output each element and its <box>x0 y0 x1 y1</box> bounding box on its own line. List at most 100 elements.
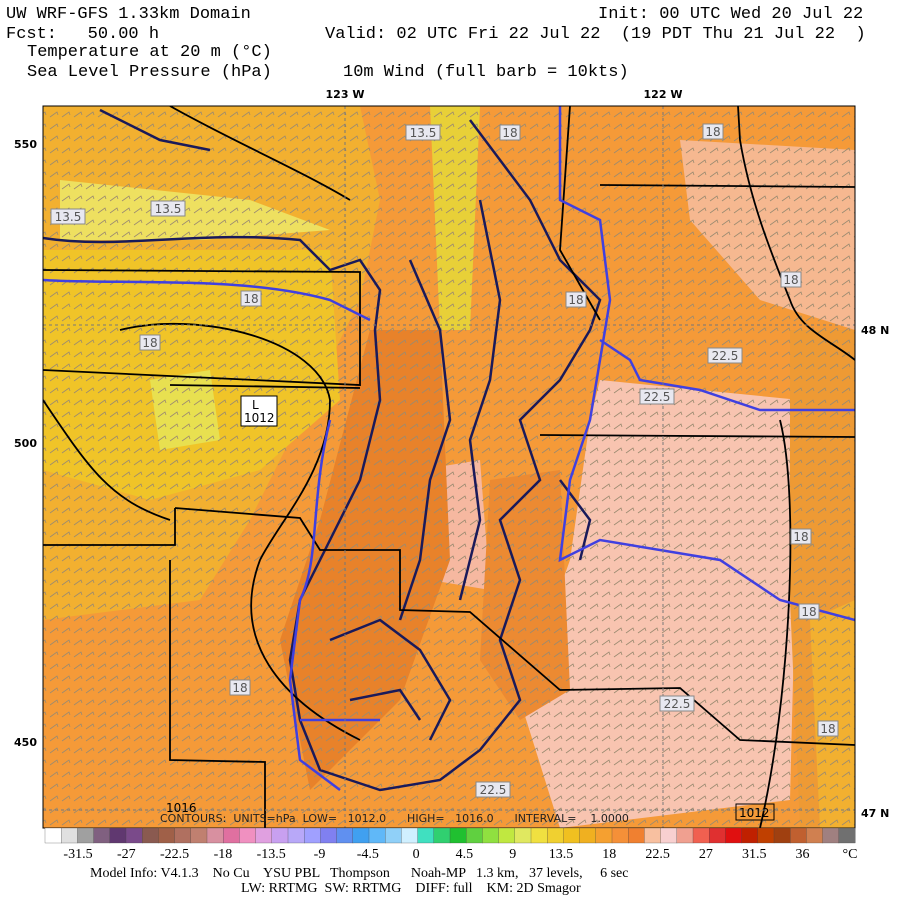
low-box: L 1012 <box>240 395 278 427</box>
grid-label: 450 <box>14 736 37 749</box>
colorbar-swatch <box>449 827 467 844</box>
contour-label-box <box>499 124 521 141</box>
contour-label: 22.5 <box>712 349 739 363</box>
contour-label: 13.5 <box>55 210 82 224</box>
colorbar-label: -13.5 <box>257 847 286 862</box>
colorbar-swatch <box>757 827 775 844</box>
colorbar-label: 0 <box>413 847 420 862</box>
contour-label-box <box>150 200 186 217</box>
colorbar-swatch <box>433 827 451 844</box>
contour-label-box <box>639 388 675 405</box>
colorbar-label: 18 <box>602 847 616 862</box>
contour-label: 22.5 <box>664 697 691 711</box>
colorbar-swatch <box>304 827 321 844</box>
contour-label: 18 <box>801 605 816 619</box>
longitude-label: 122 W <box>644 88 683 101</box>
colorbar-swatch <box>530 827 548 844</box>
colorbar-swatch <box>417 827 435 844</box>
valid-time: Valid: 02 UTC Fri 22 Jul 22 (19 PDT Thu … <box>325 25 866 44</box>
longitude-label: 123 W <box>326 88 365 101</box>
temperature-label: Temperature at 20 m (°C) <box>27 43 272 62</box>
latitude-label: 47 N <box>861 807 889 820</box>
contour-label-box <box>659 695 695 712</box>
contour-label-box <box>240 290 262 307</box>
colorbar-label: -9 <box>314 847 326 862</box>
colorbar-label: 22.5 <box>645 847 670 862</box>
forecast-hour: Fcst: 50.00 h <box>6 25 159 44</box>
colorbar-swatch <box>482 827 500 844</box>
contour-label-box <box>790 528 812 545</box>
colorbar-swatch <box>368 827 386 844</box>
colorbar-unit: °C <box>843 847 858 862</box>
colorbar-label: -31.5 <box>63 847 92 862</box>
colorbar-label: 27 <box>699 847 713 862</box>
colorbar-swatch <box>352 827 370 844</box>
contour-label: 18 <box>502 126 517 140</box>
colorbar-swatch <box>790 827 807 844</box>
contour-label: 18 <box>793 530 808 544</box>
colorbar-swatch <box>206 827 224 844</box>
contour-label-box <box>702 123 724 140</box>
colorbar-label: -27 <box>117 847 136 862</box>
colorbar-swatch <box>287 827 305 844</box>
contour-label-box <box>229 679 251 696</box>
contour-label-box <box>475 781 511 798</box>
contour-label-box <box>780 271 802 288</box>
contour-label: 22.5 <box>480 783 507 797</box>
colorbar-swatch <box>498 827 516 844</box>
colorbar-swatch <box>547 827 564 844</box>
colorbar-swatch <box>385 827 402 844</box>
colorbar-swatch <box>514 827 532 844</box>
colorbar-label: 9 <box>509 847 516 862</box>
contour-label: 13.5 <box>410 126 437 140</box>
contour-label-box <box>50 208 86 225</box>
contour-label-box <box>565 291 587 308</box>
colorbar-swatch <box>61 827 78 844</box>
title: UW WRF-GFS 1.33km Domain <box>6 5 251 24</box>
footer-line: LW: RRTMG SW: RRTMG DIFF: full KM: 2D Sm… <box>241 881 581 896</box>
colorbar-label: 4.5 <box>456 847 474 862</box>
contour-label: 18 <box>568 293 583 307</box>
map-field <box>43 106 855 828</box>
colorbar-swatch <box>174 827 192 844</box>
colorbar-swatch <box>676 827 694 844</box>
contour-label-box <box>139 334 161 351</box>
colorbar-swatch <box>563 827 581 844</box>
colorbar-swatch <box>239 827 257 844</box>
colorbar-swatch <box>125 827 143 844</box>
colorbar-swatch <box>271 827 289 844</box>
contour-label: 18 <box>232 681 247 695</box>
contour-label-box <box>405 124 441 141</box>
colorbar-label: 13.5 <box>549 847 574 862</box>
colorbar-label: -18 <box>214 847 233 862</box>
colorbar-swatch <box>611 827 629 844</box>
colorbar-swatch <box>741 827 759 844</box>
pressure-label: 1016 <box>166 801 197 815</box>
colorbar-swatch <box>158 827 176 844</box>
colorbar-swatch <box>401 827 419 844</box>
contour-label: 18 <box>243 292 258 306</box>
label-box <box>735 803 775 821</box>
init-time: Init: 00 UTC Wed 20 Jul 22 <box>598 5 863 24</box>
colorbar-swatch <box>709 827 726 844</box>
colorbar-swatch <box>142 827 159 844</box>
contour-label-box <box>798 603 820 620</box>
grid-label: 550 <box>14 138 37 151</box>
colorbar-label: -4.5 <box>357 847 379 862</box>
contour-label: 22.5 <box>644 390 671 404</box>
colorbar-swatch <box>644 827 662 844</box>
footer-line: Model Info: V4.1.3 No Cu YSU PBL Thompso… <box>90 866 628 881</box>
wind-label: 10m Wind (full barb = 10kts) <box>343 63 629 82</box>
colorbar-swatch <box>223 827 240 844</box>
colorbar-swatch <box>838 827 856 844</box>
colorbar-swatch <box>320 827 338 844</box>
colorbar-label: -22.5 <box>160 847 189 862</box>
grid-label: 500 <box>14 437 37 450</box>
colorbar-swatch <box>806 827 824 844</box>
colorbar-label: 36 <box>796 847 810 862</box>
colorbar-swatch <box>725 827 743 844</box>
colorbar-swatch <box>93 827 111 844</box>
colorbar-swatch <box>660 827 678 844</box>
